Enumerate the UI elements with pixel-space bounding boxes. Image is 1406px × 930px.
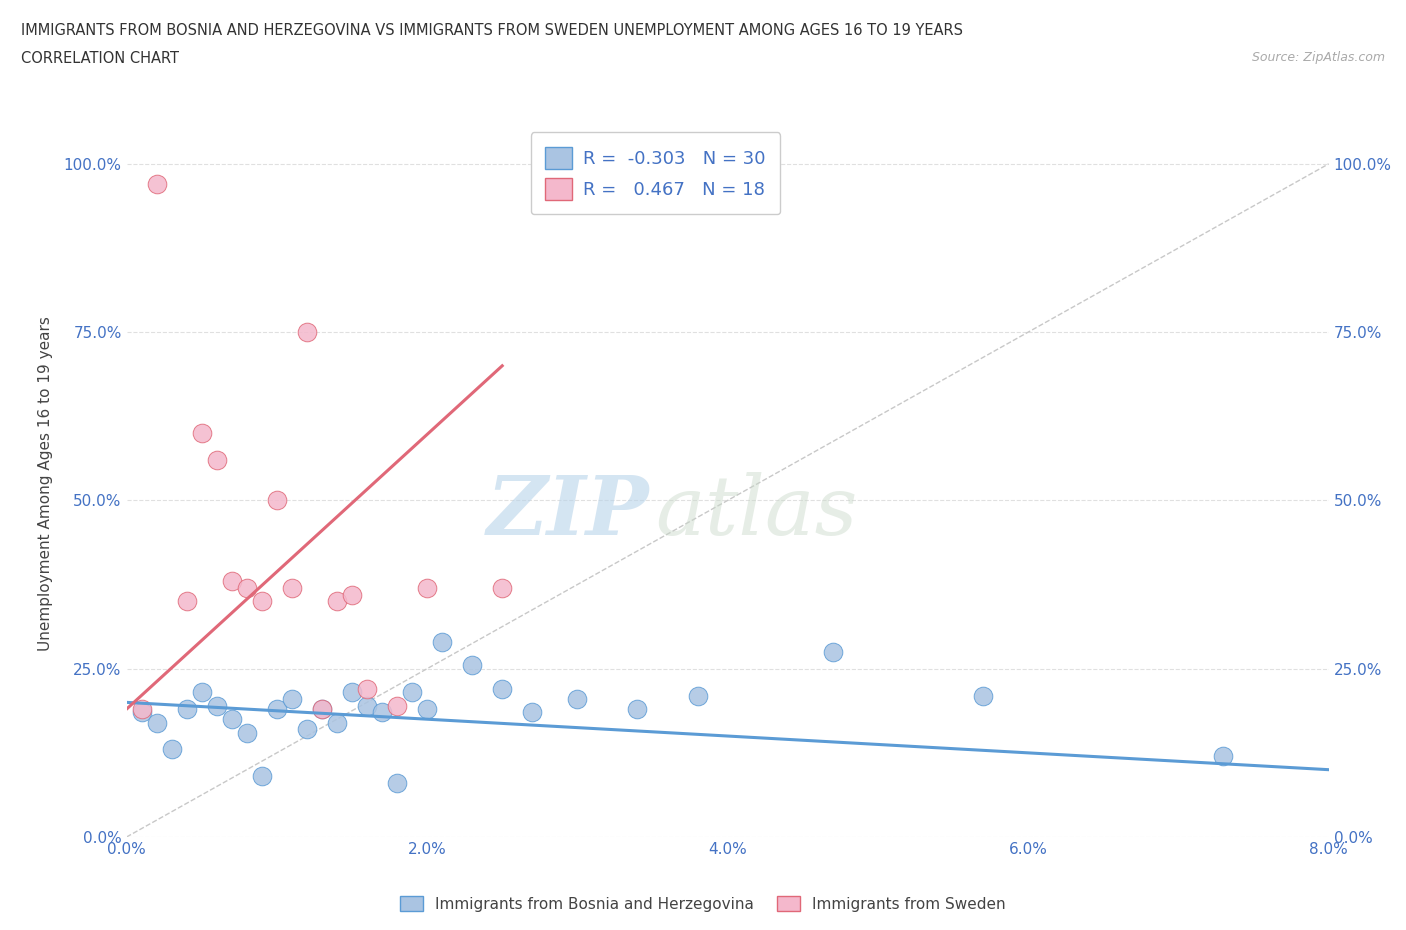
Point xyxy=(250,594,273,609)
Point xyxy=(281,580,304,595)
Point xyxy=(385,698,408,713)
Text: ZIP: ZIP xyxy=(486,472,650,551)
Point xyxy=(235,580,259,595)
Point xyxy=(131,701,153,716)
Point xyxy=(190,684,212,699)
Point xyxy=(401,684,423,699)
Legend: R =  -0.303   N = 30, R =   0.467   N = 18: R = -0.303 N = 30, R = 0.467 N = 18 xyxy=(531,132,780,214)
Point xyxy=(416,701,439,716)
Point xyxy=(221,574,243,589)
Point xyxy=(430,634,453,649)
Y-axis label: Unemployment Among Ages 16 to 19 years: Unemployment Among Ages 16 to 19 years xyxy=(38,316,52,651)
Text: atlas: atlas xyxy=(655,472,858,551)
Point xyxy=(371,705,394,720)
Point xyxy=(522,705,544,720)
Point xyxy=(686,688,709,703)
Point xyxy=(385,776,408,790)
Text: CORRELATION CHART: CORRELATION CHART xyxy=(21,51,179,66)
Point xyxy=(1212,749,1234,764)
Point xyxy=(160,742,183,757)
Point xyxy=(266,493,288,508)
Point xyxy=(205,453,228,468)
Text: Source: ZipAtlas.com: Source: ZipAtlas.com xyxy=(1251,51,1385,64)
Point xyxy=(145,177,167,192)
Point xyxy=(356,698,378,713)
Point xyxy=(176,701,198,716)
Point xyxy=(567,692,589,707)
Point xyxy=(356,682,378,697)
Point xyxy=(626,701,648,716)
Legend: Immigrants from Bosnia and Herzegovina, Immigrants from Sweden: Immigrants from Bosnia and Herzegovina, … xyxy=(394,889,1012,918)
Point xyxy=(461,658,484,672)
Point xyxy=(311,701,333,716)
Point xyxy=(326,715,349,730)
Point xyxy=(190,426,212,441)
Point xyxy=(821,644,844,659)
Point xyxy=(205,698,228,713)
Point xyxy=(250,769,273,784)
Point xyxy=(491,580,513,595)
Point xyxy=(235,725,259,740)
Point xyxy=(311,701,333,716)
Point xyxy=(221,711,243,726)
Point xyxy=(131,705,153,720)
Point xyxy=(416,580,439,595)
Point xyxy=(281,692,304,707)
Point xyxy=(266,701,288,716)
Point xyxy=(491,682,513,697)
Point xyxy=(145,715,167,730)
Point xyxy=(176,594,198,609)
Point xyxy=(340,684,363,699)
Point xyxy=(295,325,318,339)
Point xyxy=(340,587,363,602)
Point xyxy=(295,722,318,737)
Text: IMMIGRANTS FROM BOSNIA AND HERZEGOVINA VS IMMIGRANTS FROM SWEDEN UNEMPLOYMENT AM: IMMIGRANTS FROM BOSNIA AND HERZEGOVINA V… xyxy=(21,23,963,38)
Point xyxy=(326,594,349,609)
Point xyxy=(972,688,994,703)
